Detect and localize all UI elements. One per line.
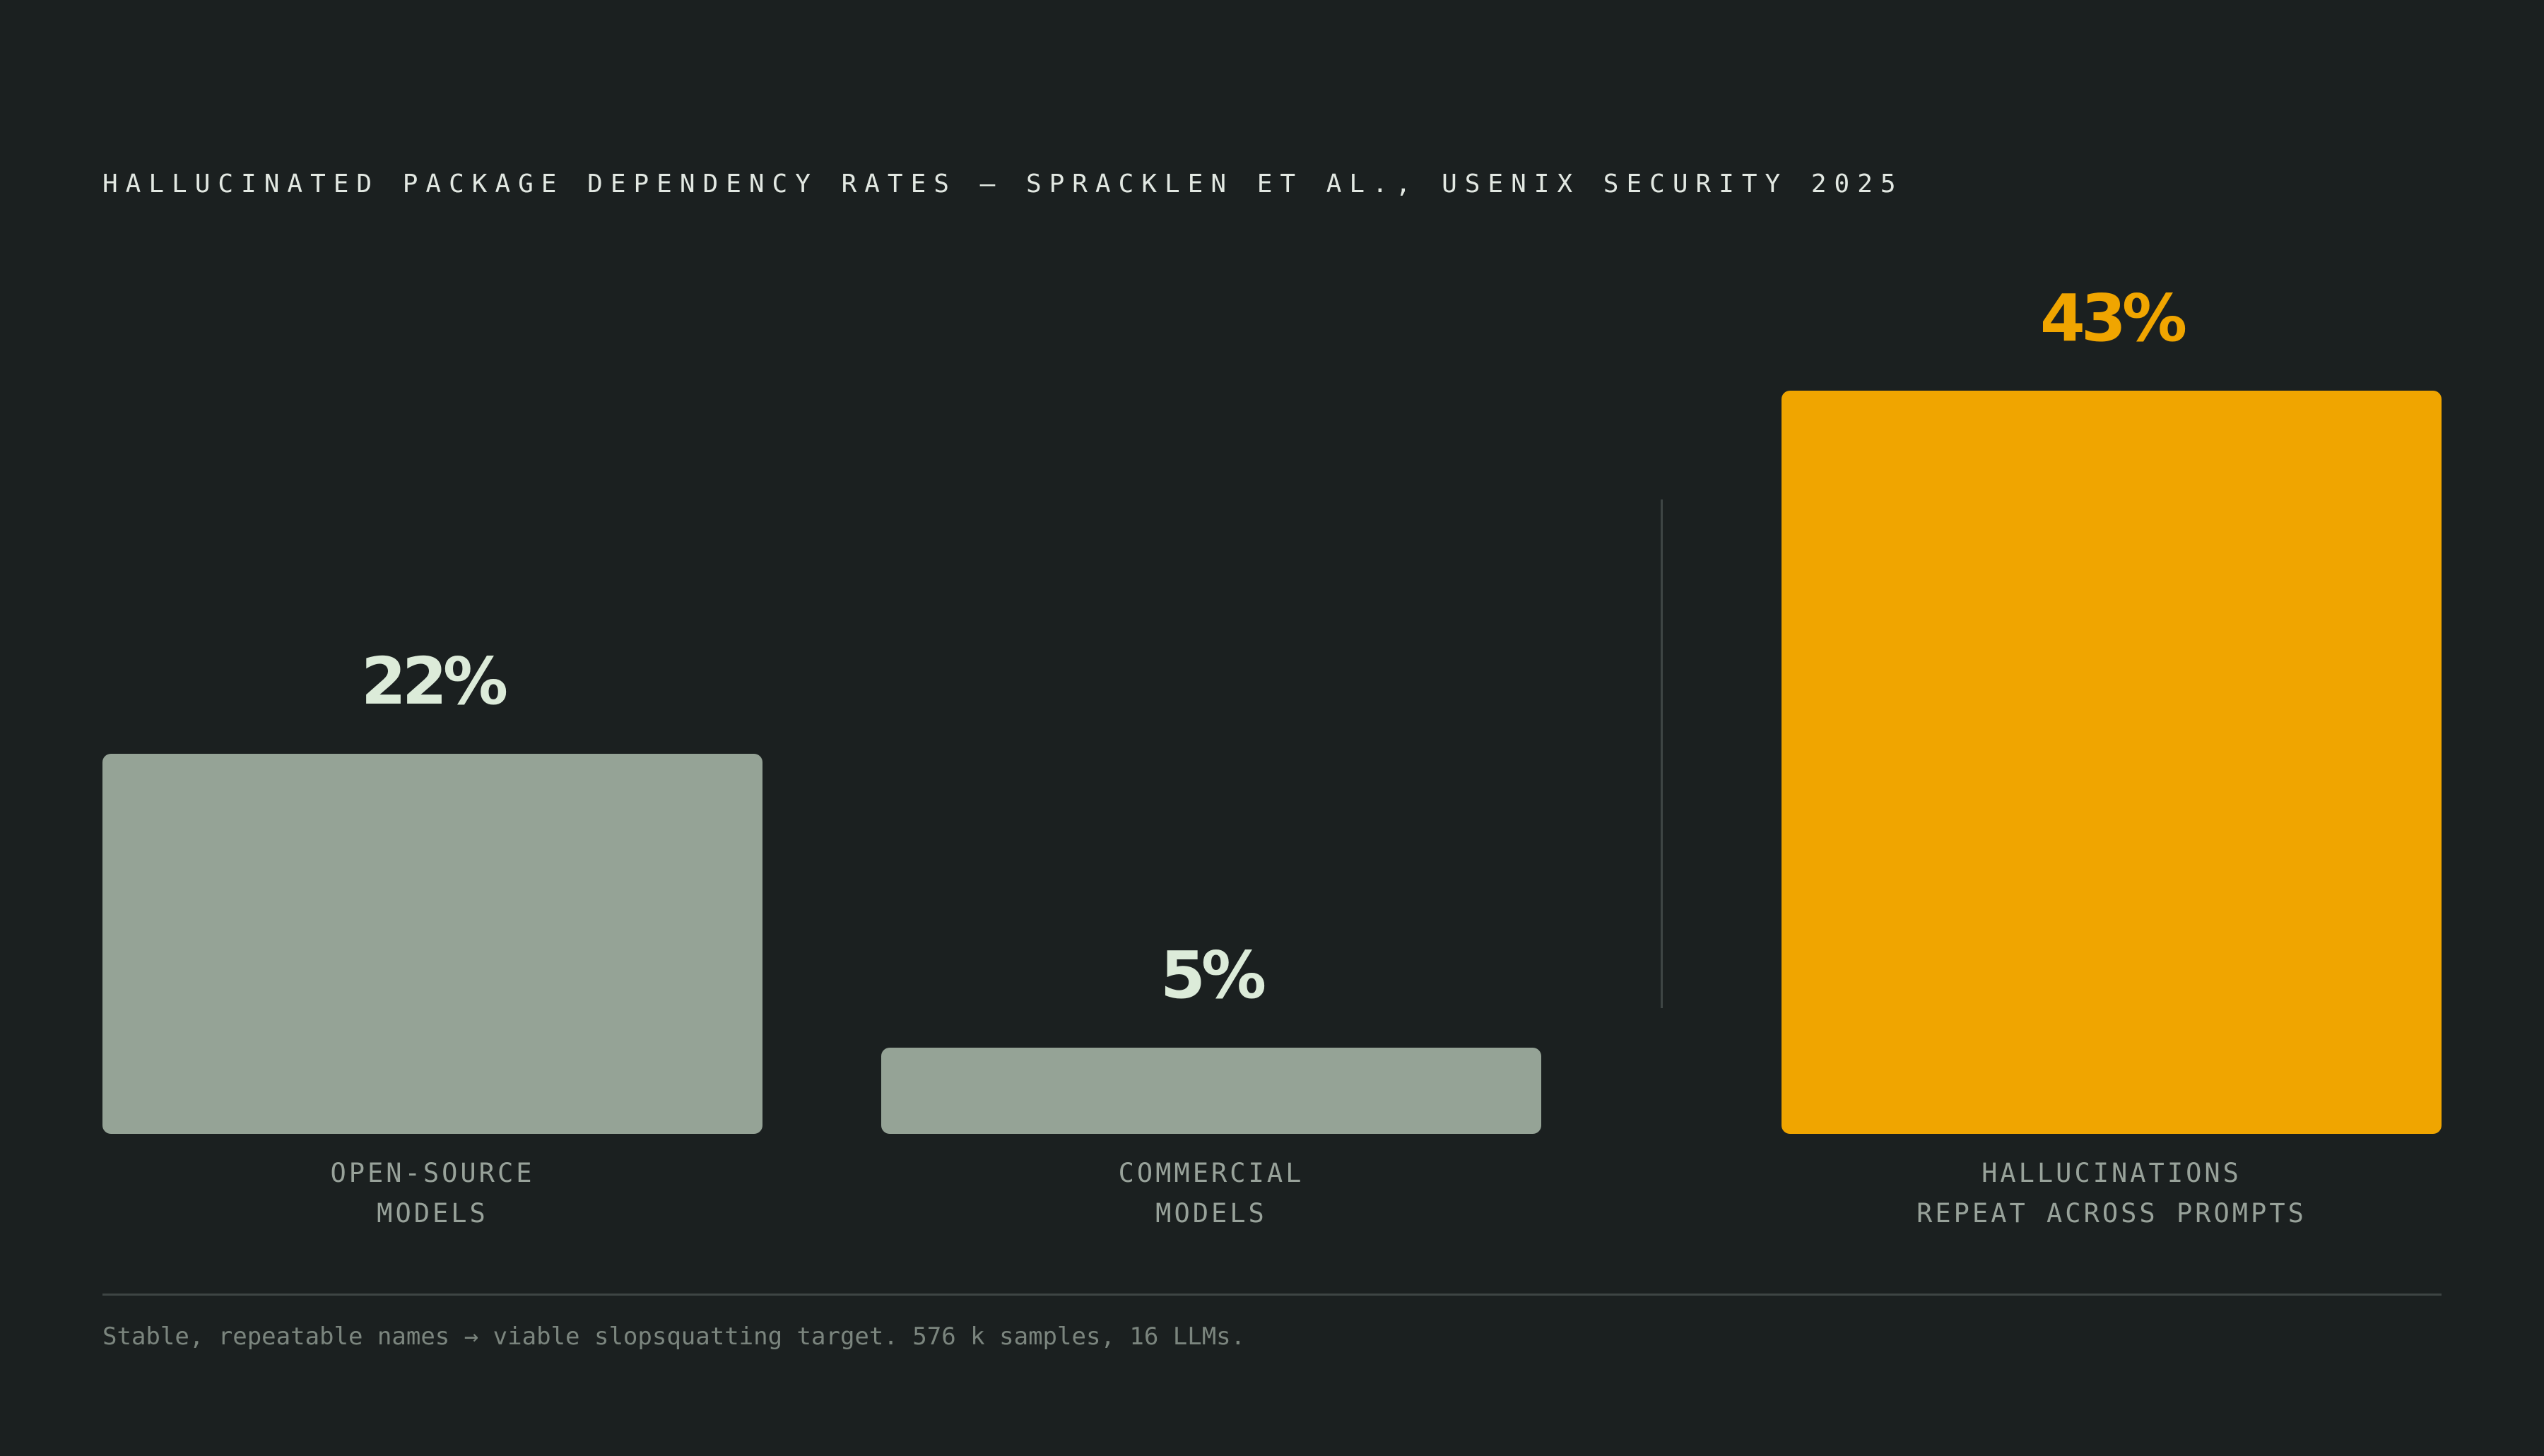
bar [1782,391,2442,1134]
category-label: COMMERCIAL MODELS [1118,1158,1305,1229]
footnote: Stable, repeatable names → viable slopsq… [102,1322,1246,1351]
chart-title: HALLUCINATED PACKAGE DEPENDENCY RATES — … [102,170,1904,199]
value-label: 43% [2039,280,2187,356]
value-label: 22% [360,643,508,719]
footer-rule [102,1294,2442,1296]
divider [1661,499,1663,1008]
category-label: HALLUCINATIONS REPEAT ACROSS PROMPTS [1916,1158,2307,1229]
value-label: 5% [1160,937,1266,1013]
category-label: OPEN-SOURCE MODELS [330,1158,535,1229]
bar [102,753,762,1134]
bar [881,1047,1541,1134]
